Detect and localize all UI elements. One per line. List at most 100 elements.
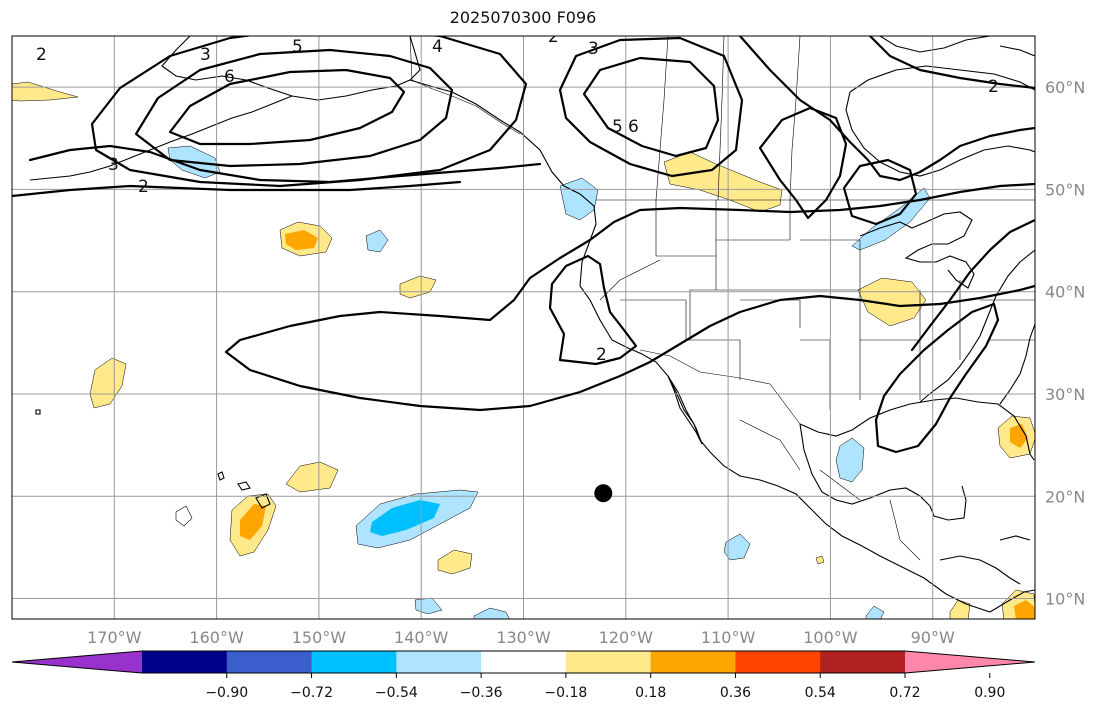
map-frame <box>11 35 1036 620</box>
fill-small-yellow-3 <box>815 555 825 565</box>
lat-tick-label: 30°N <box>1045 385 1085 404</box>
colorbar-segment <box>735 651 821 673</box>
colorbar-segment <box>565 651 652 673</box>
lat-tick-label: 10°N <box>1045 590 1085 609</box>
colorbar-segment <box>905 651 1035 673</box>
fill-small-blue-5 <box>865 605 885 619</box>
colorbar-segment <box>396 651 482 673</box>
coast-north-america-west <box>409 79 1035 613</box>
fill-small-blue-1 <box>365 229 389 253</box>
colorbar-tick-label: 0.90 <box>974 685 1005 701</box>
coast-baffin <box>879 36 1035 57</box>
colorbar-segment <box>311 651 397 673</box>
lat-tick-label: 40°N <box>1045 283 1085 302</box>
border-us-mexico <box>639 349 801 425</box>
storm-marker <box>594 484 613 503</box>
fill-central-america-orange <box>1014 600 1035 619</box>
colorbar <box>11 650 1036 674</box>
contour-coast-low <box>548 254 638 366</box>
borders <box>409 36 1035 561</box>
coast-aleutians <box>29 95 293 181</box>
contour-gulf-alaska-6 <box>582 56 720 158</box>
colorbar-segment <box>481 651 567 673</box>
colorbar-tick-label: −0.36 <box>460 685 503 701</box>
contour-label: 4 <box>432 37 443 57</box>
lon-tick-label: 160°W <box>189 628 244 647</box>
lon-tick-label: 150°W <box>292 628 347 647</box>
contour-label: 2 <box>548 27 559 47</box>
border-alaska-canada <box>409 36 521 135</box>
colorbar-tick-label: −0.18 <box>544 685 587 701</box>
colorbar-segment <box>650 651 736 673</box>
colorbar-tick-label: 0.18 <box>635 685 666 701</box>
colorbar-segment <box>226 651 313 673</box>
lon-tick-label: 170°W <box>87 628 142 647</box>
gridlines <box>12 36 1035 619</box>
contour-label: 5 <box>612 117 623 137</box>
colorbar-tick-label: 0.36 <box>720 685 751 701</box>
contour-label: 5 <box>292 37 303 57</box>
contour-label: 2 <box>596 345 607 365</box>
border-mexico-states <box>739 419 921 561</box>
fill-north-pacific-orange <box>285 230 318 250</box>
coast-east-us <box>919 249 1035 405</box>
fill-canada-yellow <box>663 151 783 213</box>
colorbar-tick-label: −0.54 <box>375 685 418 701</box>
contour-4-east <box>738 36 1035 182</box>
contour-2-south <box>224 284 1035 412</box>
longitude-labels: 170°W 160°W 150°W 140°W 130°W 120°W 110°W 100°W… <box>87 628 955 647</box>
lat-tick-label: 60°N <box>1045 78 1085 97</box>
coast-hawaii <box>35 409 271 509</box>
colorbar-tick-label: −0.72 <box>290 685 333 701</box>
contour-gulf-alaska-5 <box>558 36 744 178</box>
contour-label: 3 <box>108 155 119 175</box>
map-title: 2025070300 F096 <box>449 8 597 27</box>
contour-label: 3 <box>588 39 599 59</box>
fill-mexico-blue-1 <box>835 437 865 483</box>
coast-baja <box>667 375 703 445</box>
contour-label: 2 <box>36 45 47 65</box>
lon-tick-label: 110°W <box>701 628 756 647</box>
coast-caribbean <box>939 535 1031 585</box>
contour-great-lakes-loop <box>842 158 918 226</box>
contour-gulf-low <box>874 302 1000 454</box>
colorbar-tick-label: −0.90 <box>205 685 248 701</box>
contour-lines <box>12 36 1035 454</box>
fill-florida-orange <box>1010 424 1028 448</box>
contour-2-west <box>12 180 462 198</box>
colorbar-labels: −0.90 −0.72 −0.54 −0.36 −0.18 0.18 0.36 0.54 0.7… <box>205 673 1005 701</box>
contour-labels: 2 3 3 4 5 6 5 6 2 2 2 3 2 <box>36 27 999 365</box>
lon-tick-label: 130°W <box>496 628 551 647</box>
contour-2-ridge <box>224 182 1035 354</box>
lon-tick-label: 100°W <box>803 628 858 647</box>
lat-tick-label: 20°N <box>1045 487 1085 506</box>
contour-ridge-1 <box>758 106 848 220</box>
latitude-labels: 10°N 20°N 30°N 40°N 50°N 60°N <box>1045 78 1085 608</box>
lon-tick-label: 120°W <box>599 628 654 647</box>
coast-gulf-mexico <box>799 397 1035 521</box>
colorbar-segment <box>142 651 228 673</box>
coastlines <box>29 36 1035 613</box>
lat-tick-label: 50°N <box>1045 180 1085 199</box>
fill-small-blue-4 <box>473 607 510 619</box>
contour-label: 6 <box>224 67 235 87</box>
contour-aleutian-low-5 <box>134 48 454 168</box>
coast-hudson-bay <box>845 65 1035 177</box>
fill-mexico-blue-2 <box>723 533 751 561</box>
contour-aleutian-low-4 <box>90 36 528 188</box>
colorbar-tick-label: 0.54 <box>805 685 836 701</box>
contour-3-west <box>28 144 542 184</box>
contour-label: 2 <box>138 177 149 197</box>
fill-subtropical-blue-deep <box>370 500 440 536</box>
contour-label: 2 <box>988 77 999 97</box>
colorbar-tick-label: 0.72 <box>889 685 920 701</box>
contour-label: 3 <box>200 45 211 65</box>
border-canada-provinces <box>655 36 801 201</box>
contour-5-east <box>868 36 1035 90</box>
colorbar-outline <box>11 650 1036 674</box>
contour-east-trough <box>910 218 1035 352</box>
colorbar-segment <box>820 651 906 673</box>
lon-tick-label: 90°W <box>911 628 955 647</box>
fill-small-blue-2 <box>175 505 193 527</box>
